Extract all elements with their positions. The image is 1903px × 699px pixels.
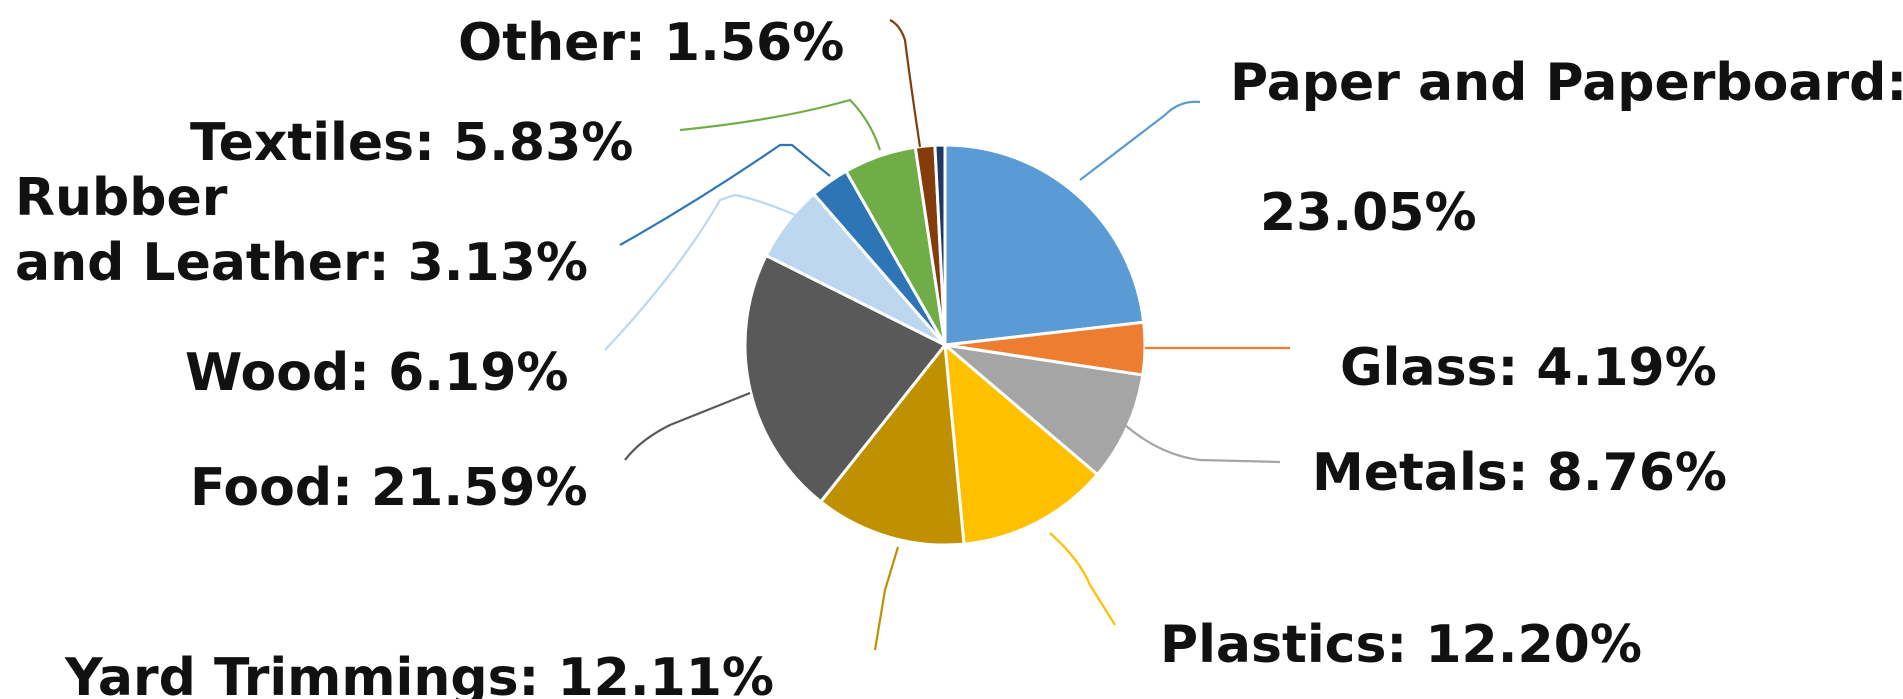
data-label-rubber-and-leather-line-2: and Leather: 3.13% (15, 233, 588, 293)
leader-line-rubber-and-leather (619, 143, 831, 246)
data-label-other: Other: 1.56% (458, 13, 844, 73)
leader-line-yard-trimmings (873, 546, 900, 651)
leader-lines (604, 19, 1290, 651)
data-label-food: Food: 21.59% (190, 458, 588, 518)
leader-line-plastics (1049, 532, 1116, 626)
pie-slice-food (743, 253, 948, 504)
leader-line-food (624, 391, 751, 461)
slice-labels: Paper and Paperboard: 23.05% Glass: 4.19% M… (15, 13, 1903, 699)
leader-line-other (889, 19, 922, 148)
data-label-wood: Wood: 6.19% (185, 343, 568, 403)
pie-slices (743, 143, 1147, 547)
data-label-textiles: Textiles: 5.83% (190, 113, 633, 173)
pie-slice-unlabeled (933, 143, 947, 346)
leader-line-paper-and-paperboard (1079, 100, 1201, 181)
leader-line-wood (604, 193, 796, 351)
leader-line-metals (1124, 424, 1281, 464)
pie-slice-yard-trimmings (818, 341, 966, 547)
data-label-paper-and-paperboard-line-2: 23.05% (1260, 183, 1477, 243)
pie-slice-paper-and-paperboard (943, 143, 1146, 347)
data-label-rubber-and-leather-line-1: Rubber (15, 168, 228, 228)
data-label-paper-and-paperboard-line-1: Paper and Paperboard: (1230, 53, 1903, 113)
data-label-glass: Glass: 4.19% (1340, 338, 1717, 398)
leader-line-textiles (679, 98, 882, 151)
data-label-yard-trimmings: Yard Trimmings: 12.11% (64, 648, 774, 699)
pie-slice-plastics (943, 341, 1100, 546)
data-label-plastics: Plastics: 12.20% (1160, 615, 1642, 675)
data-label-metals: Metals: 8.76% (1312, 443, 1727, 503)
